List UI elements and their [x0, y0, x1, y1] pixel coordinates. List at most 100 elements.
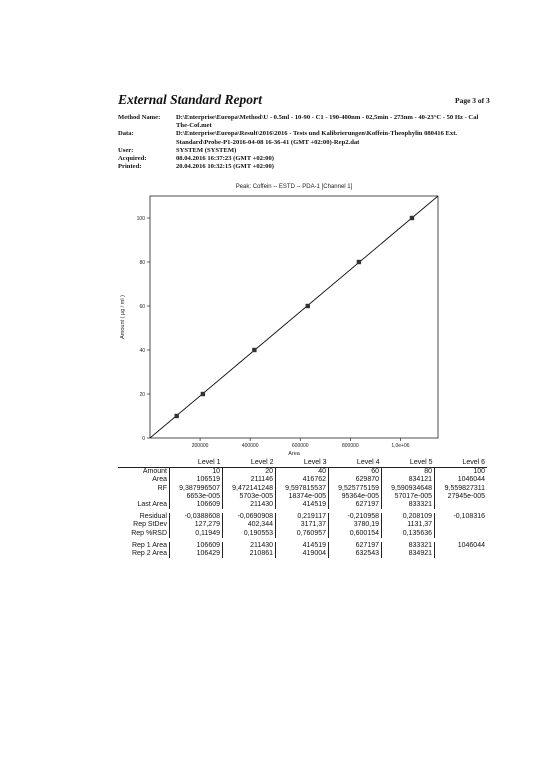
table-row: Rep %RSD 0,11949 0,190553 0,760957 0,600154 0…	[118, 529, 487, 538]
table-cell: 211430	[222, 541, 276, 551]
meta-row: Printed: 20.04.2016 10:32:15 (GMT +02:00)	[118, 163, 493, 171]
table-cell: 419004	[275, 550, 329, 559]
meta-row: Data: D:\Enterprise\Europa\Result\2016\20…	[118, 130, 493, 146]
meta-value: 08.04.2016 16:37:23 (GMT +02:00)	[176, 155, 274, 163]
table-cell: 833321	[381, 541, 435, 551]
table-row-label: Rep %RSD	[131, 529, 167, 537]
table-cell: 57017e-005	[381, 492, 435, 502]
table-row: Area 106519 211146 416762 629870 834121 104604…	[118, 476, 487, 485]
x-axis-label: Area	[288, 451, 301, 457]
table-cell: 9,559827311	[434, 484, 487, 493]
table-cell: -0,210958	[328, 513, 382, 522]
table-cell: 9,590934648	[381, 484, 435, 493]
data-point	[356, 259, 362, 265]
meta-label: Data:	[118, 130, 134, 138]
y-tick-label: 20	[139, 392, 145, 398]
table-cell	[434, 501, 487, 510]
table-cell: 27945e-005	[434, 492, 487, 502]
table-cell	[434, 529, 487, 538]
table-cell: 402,344	[222, 521, 276, 530]
meta-row: Acquired: 08.04.2016 16:37:23 (GMT +02:00…	[118, 155, 493, 163]
table-cell: -0,108316	[434, 513, 487, 522]
meta-value: D:\Enterprise\Europa\Result\2016\2016 - …	[176, 130, 458, 146]
meta-label: Printed:	[118, 163, 142, 171]
header-meta: Method Name: D:\Enterprise\Europa\Method\…	[118, 114, 493, 171]
table-cell: 0,190553	[222, 529, 276, 538]
table-cell: 0,135636	[381, 529, 435, 538]
table-cell: 20	[222, 467, 276, 477]
table-cell: 1046044	[434, 541, 487, 551]
table-row: Residual -0,0388608 -0,0690908 0,219117 -0,2…	[118, 513, 487, 522]
meta-row: User: SYSTEM (SYSTEM)	[118, 147, 493, 155]
meta-label: Acquired:	[118, 155, 147, 163]
table-row-label: Rep 1 Area	[131, 541, 167, 549]
table-cell: 632543	[328, 550, 382, 559]
y-tick-label: 80	[139, 260, 145, 266]
x-tick-label: 200000	[192, 443, 209, 449]
table-cell: 3780,19	[328, 521, 382, 530]
table-cell: 0,219117	[275, 513, 329, 522]
table-column-header: Level 3	[275, 459, 329, 469]
table-cell: 414519	[275, 501, 329, 510]
table-row: Amount 10 20 40 60 80 100	[118, 467, 487, 477]
table-cell: 627197	[328, 541, 382, 551]
table-column-header: Level 4	[328, 459, 382, 469]
table-cell: 60	[328, 467, 382, 477]
calibration-table: Level 1 Level 2 Level 3 Level 4 Level 5 Level…	[118, 459, 487, 559]
table-cell: 100	[434, 467, 487, 477]
table-cell: 629870	[328, 476, 382, 485]
table-row: Rep StDev 127,279 402,344 3171,37 3780,19 113…	[118, 521, 487, 530]
table-cell: 9,387996507	[169, 484, 223, 493]
data-point	[409, 215, 415, 221]
table-cell: 106609	[169, 501, 223, 510]
table-corner	[118, 459, 170, 469]
table-cell: 6653e-005	[169, 492, 223, 502]
table-cell: 834121	[381, 476, 435, 485]
meta-label: User:	[118, 146, 134, 154]
meta-label: Method Name:	[118, 114, 161, 121]
calibration-fit-line	[150, 196, 438, 438]
y-tick-label: 0	[142, 436, 145, 442]
meta-value: D:\Enterprise\Europa\Method\U - 0.5ml - …	[176, 114, 479, 130]
table-cell: 0,208109	[381, 513, 435, 522]
table-cell: 210861	[222, 550, 276, 559]
meta-value: 20.04.2016 10:32:15 (GMT +02:00)	[176, 163, 274, 171]
table-row: Rep 2 Area 106429 210861 419004 632543 834921	[118, 550, 487, 559]
plot-frame	[149, 195, 439, 439]
x-tick-label: 600000	[292, 443, 309, 449]
y-axis-label: Amount ( µg / ml )	[120, 295, 126, 339]
y-tick-label: 60	[139, 304, 145, 310]
table-cell: 18374e-005	[275, 492, 329, 502]
table-cell: -0,0690908	[222, 513, 276, 522]
table-row: RF 9,387996507 9,472141248 9,597815537 9,525…	[118, 484, 487, 493]
table-cell: 0,600154	[328, 529, 382, 538]
table-row: 6653e-005 5703e-005 18374e-005 95364e-005 57…	[118, 492, 487, 502]
page-indicator: Page 3 of 3	[455, 96, 490, 105]
table-row: Rep 1 Area 106609 211430 414519 627197 833321…	[118, 541, 487, 551]
table-cell: 833321	[381, 501, 435, 510]
table-cell: -0,0388608	[169, 513, 223, 522]
table-cell: 106609	[169, 541, 223, 551]
table-row-label: Area	[152, 476, 167, 484]
table-cell: 80	[381, 467, 435, 477]
table-row-label	[118, 493, 170, 501]
table-cell: 414519	[275, 541, 329, 551]
table-cell: 211430	[222, 501, 276, 510]
data-point	[305, 303, 310, 309]
table-cell: 106429	[169, 550, 223, 559]
report-title: External Standard Report	[118, 92, 263, 107]
table-cell: 211146	[222, 476, 276, 485]
table-row: Last Area 106609 211430 414519 627197 833321	[118, 501, 487, 510]
table-cell: 1131,37	[381, 521, 435, 530]
y-tick-label: 40	[139, 348, 145, 354]
table-cell: 95364e-005	[328, 492, 382, 502]
table-cell: 0,760957	[275, 529, 329, 538]
table-cell: 9,472141248	[222, 484, 276, 493]
table-cell: 5703e-005	[222, 492, 276, 502]
table-cell: 9,525775159	[328, 484, 382, 493]
table-cell: 106519	[169, 476, 223, 485]
data-point	[174, 413, 179, 419]
table-row-label: Residual	[139, 513, 167, 521]
table-row-label: Rep 2 Area	[131, 550, 167, 558]
